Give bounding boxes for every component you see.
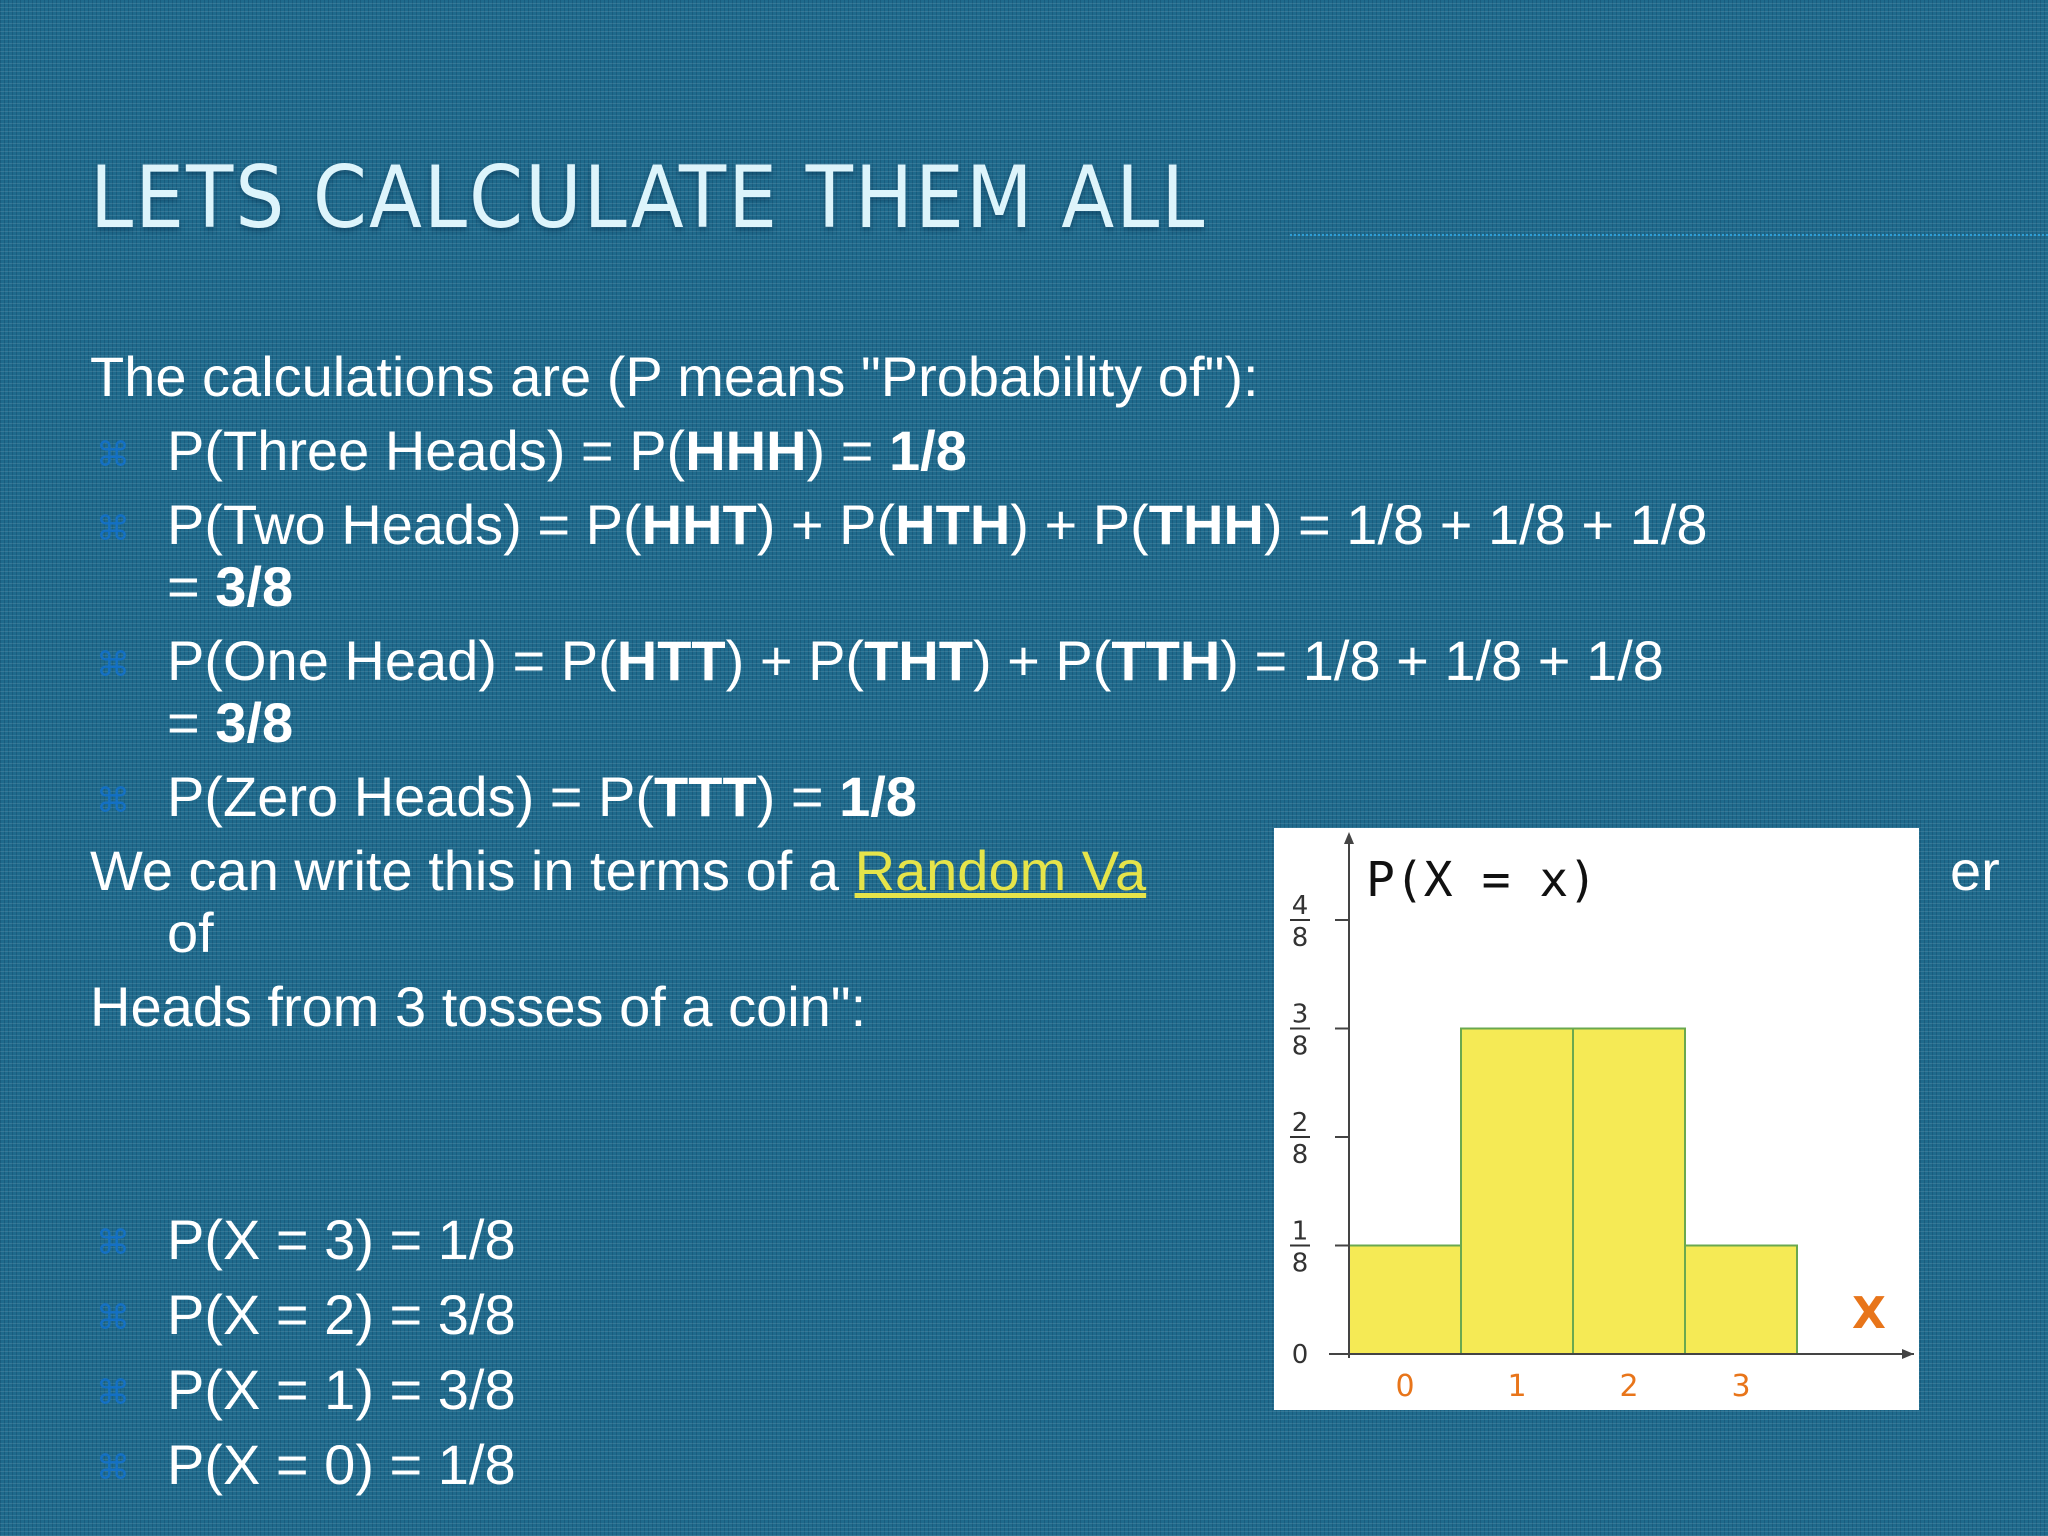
x-tick-label: 3 <box>1731 1369 1750 1404</box>
text-segment: P(Three Heads) = P( <box>167 419 686 482</box>
random-variable-link[interactable]: Random Va <box>854 839 1147 902</box>
text-segment: ) + P( <box>972 629 1112 692</box>
x-probability-text: P(X = 1) = 3/8 <box>167 1358 516 1421</box>
chart-bar <box>1684 1244 1798 1355</box>
x-tick-label: 0 <box>1395 1369 1414 1404</box>
chart-bar <box>1572 1027 1686 1355</box>
x-probability-text: P(X = 2) = 3/8 <box>167 1283 516 1346</box>
bold-text: 3/8 <box>215 555 294 618</box>
text-segment: P(Zero Heads) = P( <box>167 765 655 828</box>
x-axis-arrow-icon <box>1902 1349 1914 1359</box>
chart-title: P(X = x) <box>1366 852 1597 908</box>
y-tick-denominator: 8 <box>1292 1249 1309 1279</box>
bullet-icon: ⌘ <box>96 646 130 684</box>
calc-line-continuation: = 3/8 <box>167 556 2010 618</box>
y-tick-denominator: 8 <box>1292 1032 1309 1062</box>
title-divider <box>1290 234 2048 236</box>
y-axis-arrow-icon <box>1344 832 1354 844</box>
slide-title: Lets Calculate them all <box>90 148 1207 248</box>
calc-list-item: ⌘ P(Zero Heads) = P(TTT) = 1/8 <box>90 766 2010 828</box>
intro-text: The calculations are (P means "Probabili… <box>90 345 1259 408</box>
x-probability-list: ⌘ P(X = 3) = 1/8 ⌘ P(X = 2) = 3/8 ⌘ P(X = 1) … <box>90 1208 516 1508</box>
chart-bar <box>1460 1027 1574 1355</box>
bold-text: HHT <box>641 493 757 556</box>
text-segment: ) = 1/8 + 1/8 + 1/8 <box>1263 493 1708 556</box>
calc-list-item: ⌘ P(Two Heads) = P(HHT) + P(HTH) + P(THH)… <box>90 494 2010 618</box>
slide-body: The calculations are (P means "Probabili… <box>90 346 2010 1038</box>
random-variable-tail: er <box>1950 839 2000 902</box>
x-tick-label: 2 <box>1619 1369 1638 1404</box>
chart-bar <box>1348 1244 1462 1355</box>
text-segment: ) + P( <box>1010 493 1149 556</box>
text-segment: ) + P( <box>756 493 896 556</box>
text-segment: ) = <box>756 765 840 828</box>
bullet-icon: ⌘ <box>96 1449 130 1487</box>
x-probability-item: ⌘ P(X = 1) = 3/8 <box>90 1358 516 1421</box>
bullet-icon: ⌘ <box>96 782 130 820</box>
calc-list: ⌘ P(Three Heads) = P(HHH) = 1/8 ⌘ P(Two Hea… <box>90 420 2010 828</box>
y-tick-numerator: 2 <box>1292 1108 1309 1138</box>
random-variable-line3: Heads from 3 tosses of a coin": <box>90 975 867 1038</box>
y-tick-denominator: 8 <box>1292 923 1309 953</box>
bold-text: HTH <box>895 493 1011 556</box>
text-segment: = <box>167 555 216 618</box>
x-probability-item: ⌘ P(X = 2) = 3/8 <box>90 1283 516 1346</box>
bold-text: THT <box>864 629 973 692</box>
x-probability-item: ⌘ P(X = 3) = 1/8 <box>90 1208 516 1271</box>
y-tick-label: 0 <box>1292 1340 1309 1370</box>
calc-list-item: ⌘ P(One Head) = P(HTT) + P(THT) + P(TTH) … <box>90 630 2010 754</box>
bullet-icon: ⌘ <box>96 1374 130 1412</box>
bullet-icon: ⌘ <box>96 436 130 474</box>
y-tick-numerator: 3 <box>1292 1000 1309 1030</box>
text-segment: P(One Head) = P( <box>167 629 617 692</box>
bold-text: 1/8 <box>839 765 917 828</box>
calc-line: P(One Head) = P(HTT) + P(THT) + P(TTH) =… <box>167 630 2010 692</box>
x-probability-text: P(X = 0) = 1/8 <box>167 1433 516 1496</box>
calc-list-item: ⌘ P(Three Heads) = P(HHH) = 1/8 <box>90 420 2010 482</box>
bold-text: 3/8 <box>215 691 294 754</box>
y-tick-numerator: 4 <box>1292 891 1309 921</box>
x-axis-label: X <box>1852 1288 1886 1339</box>
calc-line: P(Zero Heads) = P(TTT) = 1/8 <box>167 766 2010 828</box>
bold-text: TTT <box>654 765 757 828</box>
calc-line: P(Three Heads) = P(HHH) = 1/8 <box>167 420 2010 482</box>
bullet-icon: ⌘ <box>96 1299 130 1337</box>
text-segment: P(Two Heads) = P( <box>167 493 642 556</box>
text-segment: = <box>167 691 216 754</box>
bold-text: TTH <box>1111 629 1221 692</box>
bold-text: HHH <box>685 419 807 482</box>
text-segment: ) = <box>806 419 889 482</box>
bullet-icon: ⌘ <box>96 1224 130 1262</box>
random-variable-cont: of <box>167 901 214 964</box>
y-tick-numerator: 1 <box>1292 1217 1309 1247</box>
y-tick-denominator: 8 <box>1292 1140 1309 1170</box>
bullet-icon: ⌘ <box>96 510 130 548</box>
random-variable-lead: We can write this in terms of a <box>90 839 855 902</box>
probability-chart: 0 1 8 2 8 3 8 4 8 0 1 2 3 X P(X = x) <box>1274 828 1919 1410</box>
calc-line: P(Two Heads) = P(HHT) + P(HTH) + P(THH) … <box>167 494 2010 556</box>
x-tick-label: 1 <box>1507 1369 1526 1404</box>
calc-line-continuation: = 3/8 <box>167 692 2010 754</box>
text-segment: ) = 1/8 + 1/8 + 1/8 <box>1220 629 1664 692</box>
random-variable-text: We can write this in terms of a Random V… <box>90 840 2010 902</box>
bold-text: 1/8 <box>889 419 967 482</box>
bold-text: THH <box>1148 493 1264 556</box>
x-probability-item: ⌘ P(X = 0) = 1/8 <box>90 1433 516 1496</box>
text-segment: ) + P( <box>725 629 865 692</box>
x-probability-text: P(X = 3) = 1/8 <box>167 1208 516 1271</box>
bold-text: HTT <box>616 629 726 692</box>
